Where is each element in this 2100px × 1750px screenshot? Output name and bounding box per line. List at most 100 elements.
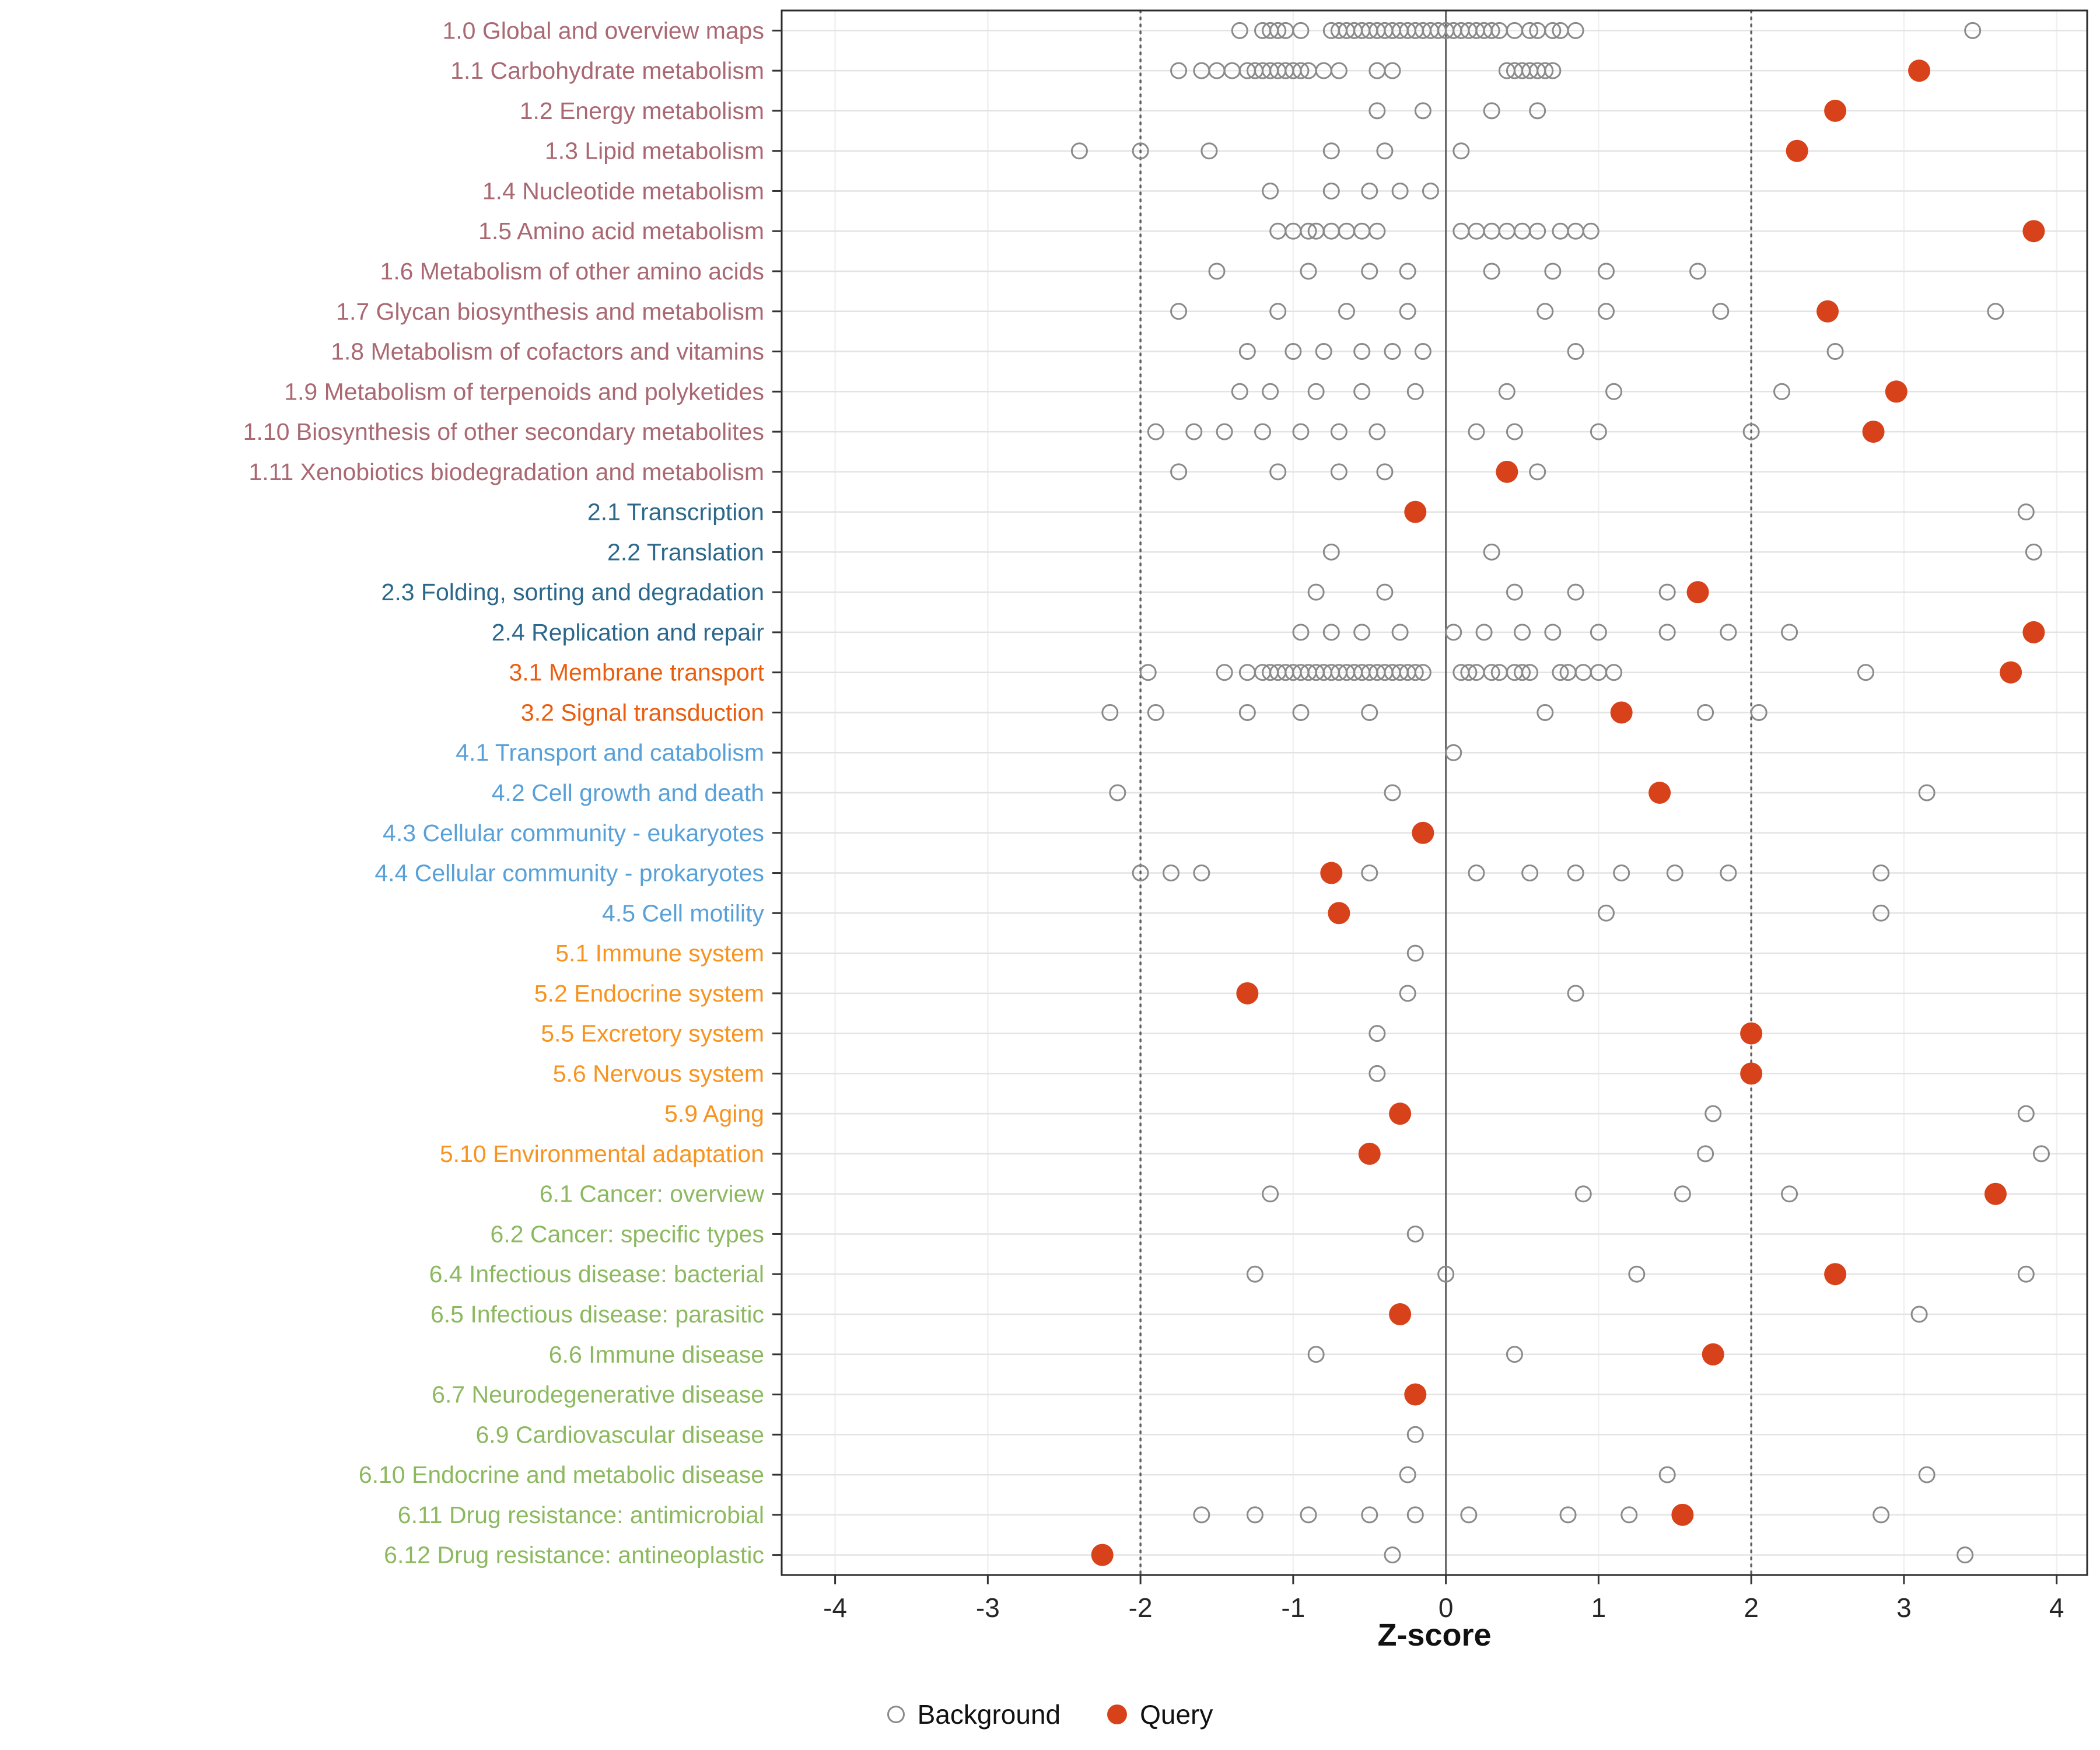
background-point	[1567, 864, 1584, 882]
background-point	[1322, 624, 1340, 641]
background-point	[1689, 262, 1707, 280]
background-point	[1361, 864, 1378, 882]
background-point	[1498, 383, 1516, 400]
category-label: 4.5 Cell motility	[602, 900, 764, 926]
background-point	[1262, 1185, 1279, 1203]
background-point	[1483, 22, 1500, 39]
background-point	[2032, 1145, 2050, 1163]
background-point	[1147, 423, 1164, 440]
background-point	[1262, 383, 1279, 400]
category-label: 6.6 Immune disease	[549, 1341, 764, 1368]
x-tick-label: 0	[1438, 1592, 1454, 1623]
background-point	[1536, 704, 1554, 721]
background-point	[1483, 102, 1500, 120]
background-point	[1460, 664, 1478, 681]
background-point	[1559, 1506, 1577, 1524]
category-label: 5.5 Excretory system	[541, 1020, 764, 1047]
background-point	[1368, 1025, 1386, 1042]
background-point	[1414, 343, 1432, 360]
category-label: 6.7 Neurodegenerative disease	[432, 1381, 764, 1408]
background-point	[1353, 624, 1371, 641]
background-point	[1873, 864, 1890, 882]
background-point	[2025, 543, 2042, 561]
background-point	[1384, 784, 1401, 802]
background-point	[1544, 624, 1562, 641]
query-point	[1091, 1544, 1114, 1566]
background-point	[1567, 985, 1584, 1002]
background-point	[1361, 704, 1378, 721]
category-label: 6.12 Drug resistance: antineoplastic	[384, 1542, 764, 1569]
background-point	[1262, 182, 1279, 200]
background-point	[1506, 583, 1523, 601]
query-point	[1389, 1303, 1412, 1325]
query-point	[1412, 821, 1434, 844]
background-point	[1170, 62, 1188, 79]
background-point	[1216, 664, 1233, 681]
background-point	[1658, 583, 1676, 601]
background-point	[1957, 1546, 1974, 1564]
background-point	[2017, 1105, 2035, 1122]
background-point	[1567, 22, 1584, 39]
x-tick-label: 4	[2049, 1592, 2064, 1623]
background-point	[1514, 624, 1531, 641]
background-point	[1384, 1546, 1401, 1564]
background-point	[1300, 222, 1317, 240]
category-label: 6.1 Cancer: overview	[540, 1181, 765, 1208]
legend-label-background: Background	[917, 1699, 1061, 1730]
category-label: 5.10 Environmental adaptation	[440, 1140, 764, 1167]
query-point	[2022, 621, 2045, 643]
background-point	[1070, 142, 1088, 160]
background-point	[1613, 864, 1630, 882]
background-point	[1918, 784, 1936, 802]
category-label: 5.9 Aging	[664, 1100, 764, 1127]
background-point	[1720, 864, 1737, 882]
background-point	[1368, 222, 1386, 240]
background-point	[1162, 864, 1180, 882]
query-point	[1702, 1343, 1724, 1366]
query-point	[1740, 1022, 1763, 1045]
background-point	[1246, 1265, 1264, 1283]
background-point	[1521, 864, 1539, 882]
background-point	[1353, 343, 1371, 360]
background-point	[1292, 423, 1310, 440]
query-point	[1908, 60, 1931, 82]
background-point	[1506, 1346, 1523, 1363]
category-label: 6.11 Drug resistance: antimicrobial	[398, 1502, 764, 1528]
background-point	[1292, 624, 1310, 641]
background-point	[1628, 1265, 1646, 1283]
category-label: 4.2 Cell growth and death	[492, 779, 764, 806]
background-point	[1376, 583, 1394, 601]
category-label: 6.2 Cancer: specific types	[491, 1220, 764, 1247]
category-label: 3.1 Membrane transport	[509, 659, 764, 686]
background-point	[1170, 303, 1188, 320]
category-label: 4.4 Cellular community - prokaryotes	[374, 860, 764, 887]
query-point	[1496, 460, 1518, 483]
background-point	[1216, 423, 1233, 440]
query-point	[1862, 421, 1885, 443]
background-point	[1406, 1225, 1424, 1242]
query-point	[2000, 661, 2022, 684]
background-point	[1590, 624, 1607, 641]
category-label: 1.10 Biosynthesis of other secondary met…	[243, 418, 764, 445]
background-point	[1697, 1145, 1714, 1163]
category-label: 1.9 Metabolism of terpenoids and polyket…	[284, 378, 764, 405]
category-label: 1.4 Nucleotide metabolism	[482, 177, 764, 204]
background-point	[1773, 383, 1790, 400]
background-point	[1406, 944, 1424, 962]
background-point	[1193, 1506, 1210, 1524]
background-point	[1406, 383, 1424, 400]
query-point	[1320, 862, 1343, 884]
background-point	[1132, 142, 1149, 160]
background-point	[1368, 1065, 1386, 1082]
background-point	[1873, 1506, 1890, 1524]
query-point	[1610, 701, 1633, 724]
background-point	[1712, 303, 1730, 320]
background-point	[1529, 463, 1546, 481]
background-point	[1414, 664, 1432, 681]
background-point	[1521, 22, 1539, 39]
category-label: 1.0 Global and overview maps	[442, 17, 764, 44]
background-point	[1361, 1506, 1378, 1524]
category-label: 2.4 Replication and repair	[492, 619, 764, 646]
